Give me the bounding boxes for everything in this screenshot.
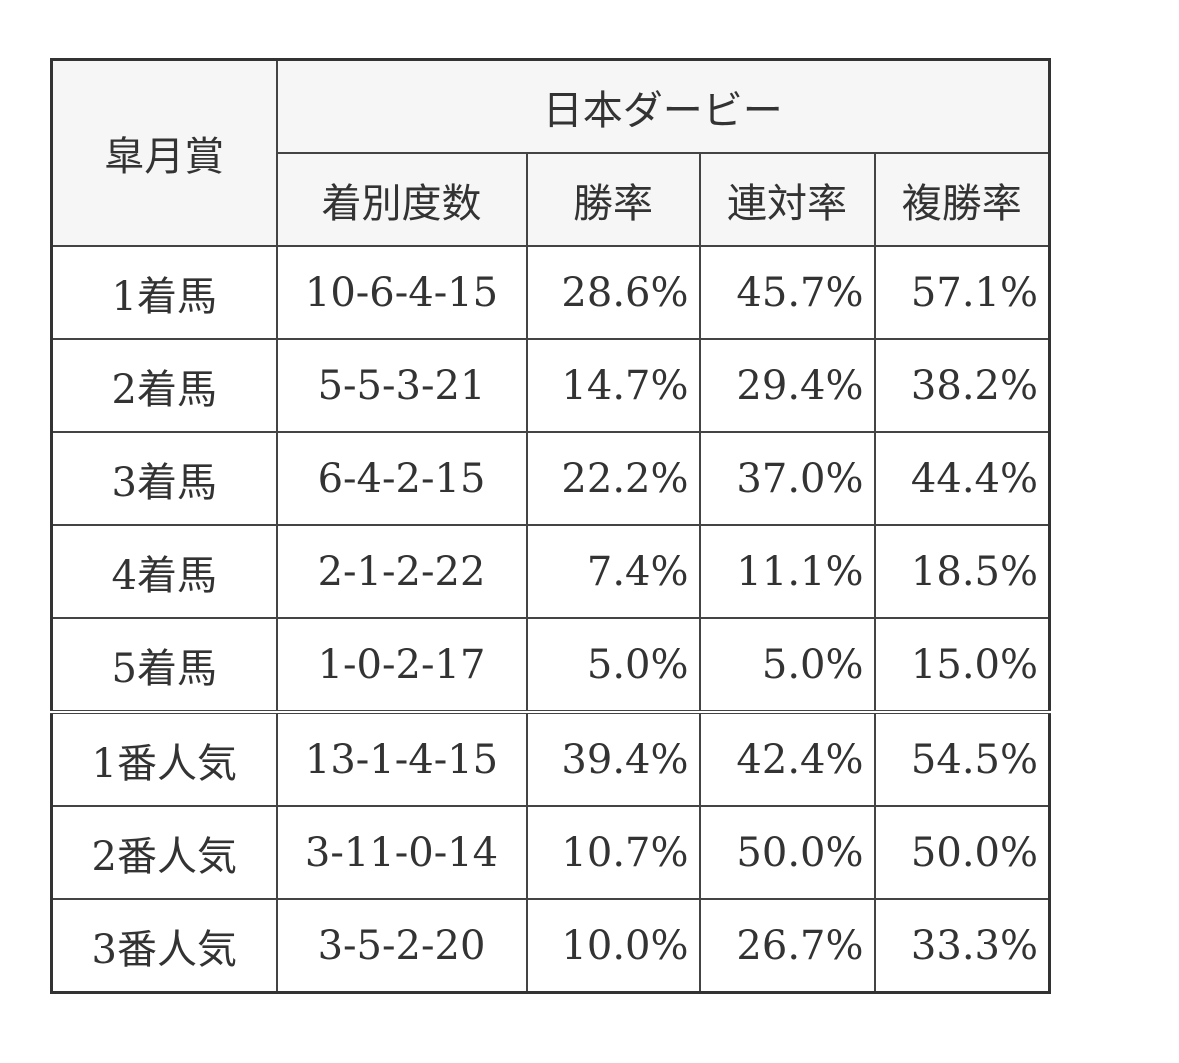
win-rate-cell: 28.6%	[525, 245, 701, 340]
record-cell: 3-11-0-14	[275, 805, 528, 900]
row-label: 3着馬	[50, 431, 278, 526]
quinella-rate-cell: 11.1%	[698, 524, 876, 619]
group-header: 日本ダービー	[275, 58, 1051, 154]
column-header: 着別度数	[275, 152, 528, 247]
table-row: 2着馬 5-5-3-21 14.7% 29.4% 38.2%	[50, 338, 1051, 433]
win-rate-cell: 10.0%	[525, 898, 701, 994]
column-header: 複勝率	[873, 152, 1051, 247]
row-label: 1番人気	[50, 710, 278, 807]
place-rate-cell: 57.1%	[873, 245, 1051, 340]
place-rate-cell: 44.4%	[873, 431, 1051, 526]
record-cell: 1-0-2-17	[275, 617, 528, 713]
row-label: 2着馬	[50, 338, 278, 433]
record-cell: 6-4-2-15	[275, 431, 528, 526]
table-row: 3着馬 6-4-2-15 22.2% 37.0% 44.4%	[50, 431, 1051, 526]
table-row: 2番人気 3-11-0-14 10.7% 50.0% 50.0%	[50, 805, 1051, 900]
record-cell: 10-6-4-15	[275, 245, 528, 340]
win-rate-cell: 39.4%	[525, 710, 701, 807]
place-rate-cell: 33.3%	[873, 898, 1051, 994]
row-label: 5着馬	[50, 617, 278, 713]
quinella-rate-cell: 26.7%	[698, 898, 876, 994]
record-cell: 13-1-4-15	[275, 710, 528, 807]
place-rate-cell: 18.5%	[873, 524, 1051, 619]
row-label: 2番人気	[50, 805, 278, 900]
win-rate-cell: 5.0%	[525, 617, 701, 713]
quinella-rate-cell: 50.0%	[698, 805, 876, 900]
table-row: 5着馬 1-0-2-17 5.0% 5.0% 15.0%	[50, 617, 1051, 713]
place-rate-cell: 54.5%	[873, 710, 1051, 807]
place-rate-cell: 38.2%	[873, 338, 1051, 433]
column-header: 連対率	[698, 152, 876, 247]
record-cell: 2-1-2-22	[275, 524, 528, 619]
quinella-rate-cell: 29.4%	[698, 338, 876, 433]
row-label: 3番人気	[50, 898, 278, 994]
table-row: 1番人気 13-1-4-15 39.4% 42.4% 54.5%	[50, 710, 1051, 807]
place-rate-cell: 50.0%	[873, 805, 1051, 900]
row-label: 1着馬	[50, 245, 278, 340]
table-row: 3番人気 3-5-2-20 10.0% 26.7% 33.3%	[50, 898, 1051, 994]
stats-table: 皐月賞 日本ダービー 着別度数 勝率 連対率 複勝率 1着馬 10-6-4-15 2…	[50, 58, 1051, 994]
win-rate-cell: 22.2%	[525, 431, 701, 526]
place-rate-cell: 15.0%	[873, 617, 1051, 713]
table-row: 4着馬 2-1-2-22 7.4% 11.1% 18.5%	[50, 524, 1051, 619]
win-rate-cell: 7.4%	[525, 524, 701, 619]
record-cell: 5-5-3-21	[275, 338, 528, 433]
quinella-rate-cell: 42.4%	[698, 710, 876, 807]
column-header: 勝率	[525, 152, 701, 247]
win-rate-cell: 10.7%	[525, 805, 701, 900]
table-row: 1着馬 10-6-4-15 28.6% 45.7% 57.1%	[50, 245, 1051, 340]
record-cell: 3-5-2-20	[275, 898, 528, 994]
quinella-rate-cell: 37.0%	[698, 431, 876, 526]
win-rate-cell: 14.7%	[525, 338, 701, 433]
quinella-rate-cell: 45.7%	[698, 245, 876, 340]
row-label: 4着馬	[50, 524, 278, 619]
quinella-rate-cell: 5.0%	[698, 617, 876, 713]
row-header: 皐月賞	[50, 58, 278, 247]
